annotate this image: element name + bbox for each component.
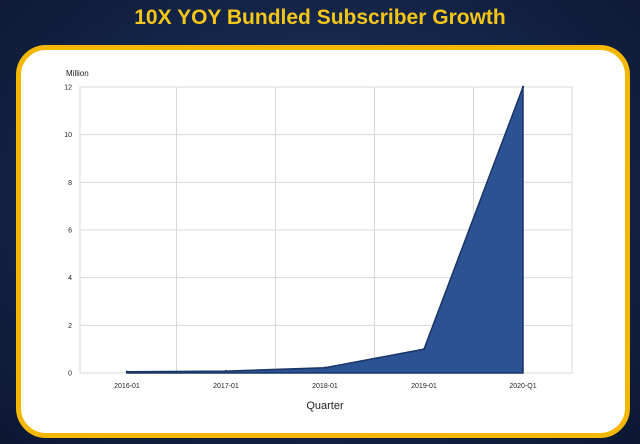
x-tick-label: 2018-01: [312, 383, 338, 390]
y-tick-label: 2: [68, 323, 72, 330]
axes: 0 2 4 6 8 10 12 2016-01 2017-01 2018-01 2019-01 202…: [64, 85, 537, 391]
y-tick-label: 6: [68, 228, 72, 235]
y-tick-label: 12: [64, 85, 72, 92]
x-tick-label: 2019-01: [411, 383, 437, 390]
data-point: [323, 366, 327, 369]
x-tick-label: 2016-01: [114, 383, 140, 390]
slide-title: 10X YOY Bundled Subscriber Growth: [134, 6, 506, 29]
data-point: [224, 369, 228, 373]
y-tick-label: 4: [68, 275, 72, 282]
x-tick-label: 2020-Q1: [509, 383, 536, 390]
x-tick-label: 2017-01: [213, 383, 239, 390]
x-axis-title: Quarter: [306, 400, 344, 412]
y-tick-label: 0: [68, 371, 72, 378]
y-axis-unit-label: Million: [66, 69, 89, 78]
series-area: [126, 86, 524, 374]
y-tick-label: 10: [64, 132, 72, 139]
data-point: [521, 85, 525, 89]
y-tick-label: 8: [68, 180, 72, 187]
data-point: [125, 370, 129, 374]
plot-area: [125, 85, 525, 374]
data-point: [422, 347, 426, 351]
